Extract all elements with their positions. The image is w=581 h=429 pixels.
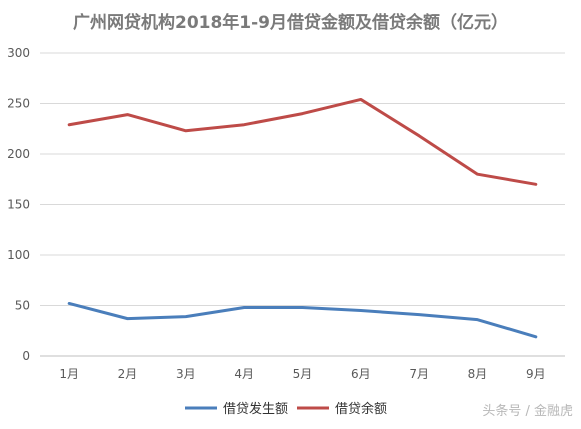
x-tick-label: 5月 bbox=[293, 367, 313, 381]
watermark: 头条号 / 金融虎 bbox=[482, 404, 573, 419]
y-tick-label: 150 bbox=[7, 198, 30, 212]
legend: 借贷发生额 借贷余额 bbox=[185, 401, 387, 417]
series-line-1 bbox=[67, 301, 538, 339]
x-tick-label: 8月 bbox=[468, 367, 488, 381]
legend-label: 借贷发生额 bbox=[223, 401, 288, 417]
legend-label: 借贷余额 bbox=[335, 401, 387, 417]
y-tick-label: 50 bbox=[15, 299, 30, 313]
series-lines bbox=[67, 97, 538, 339]
x-axis-ticks: 1月 2月 3月 4月 5月 6月 7月 8月 9月 bbox=[59, 367, 545, 381]
series-line-2 bbox=[67, 97, 538, 186]
x-tick-label: 7月 bbox=[409, 367, 429, 381]
y-axis-ticks: 0 50 100 150 200 250 300 bbox=[7, 46, 30, 363]
y-tick-label: 250 bbox=[7, 97, 30, 111]
x-tick-label: 2月 bbox=[118, 367, 138, 381]
gridlines bbox=[40, 52, 565, 357]
chart-title: 广州网贷机构2018年1-9月借贷金额及借贷余额（亿元） bbox=[72, 13, 509, 33]
x-tick-label: 4月 bbox=[234, 367, 254, 381]
y-tick-label: 200 bbox=[7, 147, 30, 161]
y-tick-label: 0 bbox=[22, 349, 30, 363]
y-tick-label: 300 bbox=[7, 46, 30, 60]
x-tick-label: 9月 bbox=[526, 367, 546, 381]
y-tick-label: 100 bbox=[7, 248, 30, 262]
x-tick-label: 6月 bbox=[351, 367, 371, 381]
x-tick-label: 3月 bbox=[176, 367, 196, 381]
x-tick-label: 1月 bbox=[59, 367, 79, 381]
